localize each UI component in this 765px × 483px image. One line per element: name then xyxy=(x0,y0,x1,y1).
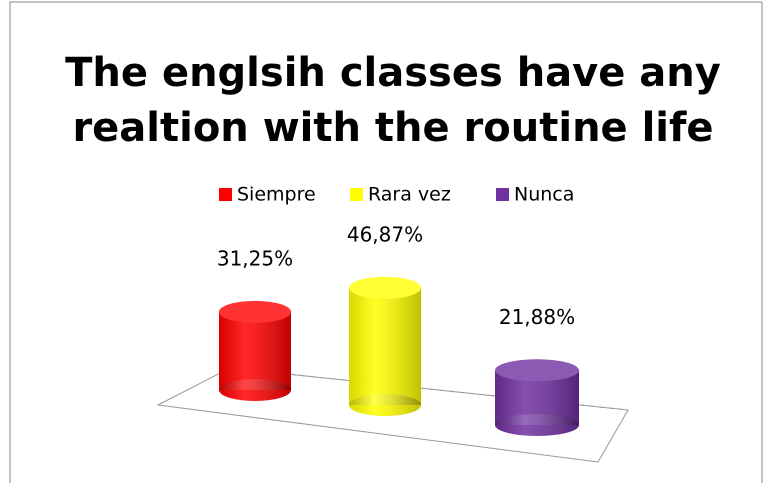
bar xyxy=(219,300,291,401)
bar-top xyxy=(349,276,421,299)
bar xyxy=(495,359,579,436)
bar-bottom-shade xyxy=(349,394,421,416)
bar xyxy=(349,276,421,416)
legend-label: Siempre xyxy=(237,184,316,206)
data-label: 31,25% xyxy=(217,246,293,270)
bar-shade xyxy=(349,287,421,405)
data-label: 21,88% xyxy=(499,305,575,329)
bar-top xyxy=(219,300,291,323)
legend-swatch xyxy=(350,188,363,201)
bar-top-light xyxy=(219,300,291,323)
bar-bottom-shade xyxy=(495,414,579,436)
legend-label: Rara vez xyxy=(368,184,451,206)
bar-top-light xyxy=(495,359,579,382)
bar-top-light xyxy=(349,276,421,299)
chart-title: The englsih classes have any xyxy=(65,50,721,96)
chart-title: realtion with the routine life xyxy=(72,105,713,151)
chart-border xyxy=(9,1,763,483)
legend-swatch xyxy=(496,188,509,201)
bar-top xyxy=(495,359,579,382)
legend-swatch xyxy=(219,188,232,201)
data-label: 46,87% xyxy=(347,222,423,246)
legend-label: Nunca xyxy=(514,184,574,206)
bar-shade xyxy=(219,311,291,390)
bar-bottom-shade xyxy=(219,379,291,401)
